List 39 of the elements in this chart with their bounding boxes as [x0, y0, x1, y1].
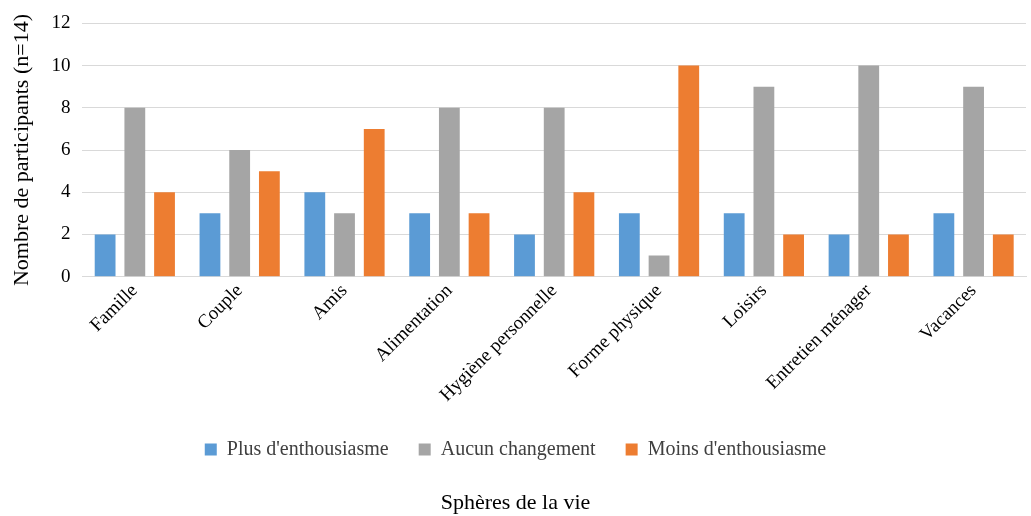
x-axis-title: Sphères de la vie [440, 488, 591, 514]
y-tick-label: 10 [51, 53, 71, 75]
y-tick-label: 4 [60, 180, 71, 202]
bar [438, 107, 460, 277]
bar [409, 213, 431, 277]
y-tick-label: 8 [60, 95, 71, 117]
bar [468, 213, 490, 277]
bar [933, 213, 955, 277]
bar [258, 171, 280, 277]
bar [678, 65, 700, 277]
y-tick-label: 12 [51, 11, 71, 33]
bar [992, 234, 1014, 277]
bar [828, 234, 850, 277]
legend-label: Moins d'enthousiasme [647, 436, 827, 459]
bar [858, 65, 880, 277]
y-tick-label: 6 [60, 138, 71, 160]
y-axis-title: Nombre de participants (n=14) [7, 14, 33, 287]
bar [963, 86, 984, 277]
bar [124, 107, 146, 277]
bar [723, 213, 745, 277]
legend-label: Aucun changement [440, 436, 597, 460]
bar [199, 213, 221, 277]
bar [618, 213, 640, 277]
bar [573, 192, 595, 277]
y-tick-label: 0 [60, 264, 71, 286]
y-tick-label: 2 [60, 222, 71, 244]
bar [783, 234, 804, 277]
bar [229, 150, 251, 277]
bar [154, 192, 175, 277]
bar [648, 255, 670, 277]
bar [514, 234, 535, 277]
bar [94, 234, 116, 277]
bar [753, 86, 775, 277]
bar [543, 107, 565, 277]
legend-label: Plus d'enthousiasme [226, 436, 389, 459]
bar [363, 128, 385, 277]
bar [334, 213, 355, 277]
bar [888, 234, 909, 277]
bar [304, 192, 326, 277]
